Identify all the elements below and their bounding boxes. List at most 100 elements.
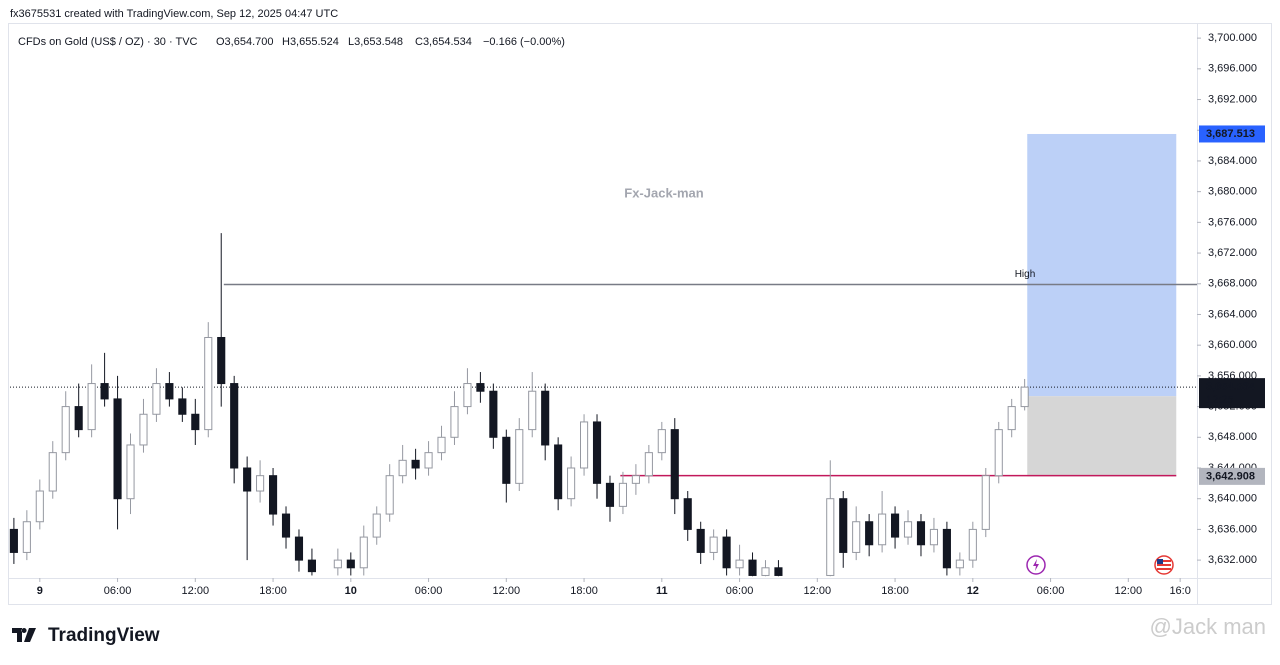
x-tick-label: 06:00 <box>415 585 443 597</box>
candle-body <box>839 498 848 553</box>
candle-body <box>450 406 459 438</box>
ohlc-change: −0.166 (−0.00%) <box>483 36 565 48</box>
candle-body <box>722 536 731 569</box>
y-tick-label: 3,672.000 <box>1208 247 1257 259</box>
y-tick-label: 3,676.000 <box>1208 216 1257 228</box>
candle-body <box>35 490 44 523</box>
candle-body <box>217 336 226 385</box>
candle-body <box>411 459 420 469</box>
plot-area: High <box>9 133 1197 577</box>
y-tick-label: 3,668.000 <box>1208 278 1257 290</box>
candle-body <box>139 413 148 446</box>
x-tick-label: 12 <box>967 585 979 597</box>
candle-body <box>579 421 589 469</box>
y-tick-label: 3,696.000 <box>1208 63 1257 75</box>
last-price-label: 3,654.534 <box>1206 381 1256 393</box>
candle-body <box>515 429 524 484</box>
flag-icon[interactable] <box>1154 555 1174 575</box>
candle-body <box>463 383 472 408</box>
x-tick-label: 12:00 <box>182 585 210 597</box>
candle-body <box>165 383 174 400</box>
candle-body <box>878 513 887 546</box>
y-tick-label: 3,648.000 <box>1208 431 1257 443</box>
candle-body <box>74 406 83 431</box>
candle-body <box>385 475 394 515</box>
x-tick-label: 11 <box>656 585 668 597</box>
x-tick-label: 18:00 <box>259 585 287 597</box>
price-label: 3,687.513 <box>1206 128 1255 140</box>
candle-body <box>631 475 640 484</box>
candle-body <box>152 383 161 415</box>
y-tick-label: 3,692.000 <box>1208 93 1257 105</box>
candle-body <box>346 559 355 569</box>
candle-body <box>670 429 679 500</box>
candle-body <box>592 421 602 484</box>
x-tick-label: 9 <box>37 585 43 597</box>
candle-body <box>942 528 951 569</box>
y-tick-label: 3,684.000 <box>1208 155 1257 167</box>
profit-zone <box>1027 133 1177 397</box>
y-tick-label: 3,636.000 <box>1208 523 1257 535</box>
y-tick-label: 3,664.000 <box>1208 308 1257 320</box>
candle-body <box>605 482 615 507</box>
candle-body <box>761 567 770 576</box>
candle-body <box>826 498 835 576</box>
candle-body <box>1020 386 1029 408</box>
candle-body <box>502 436 511 484</box>
candle-body <box>372 513 381 538</box>
candle-body <box>618 482 628 507</box>
candle-body <box>541 390 550 446</box>
candle-body <box>100 383 109 400</box>
y-tick-label: 3,680.000 <box>1208 186 1257 198</box>
candle-body <box>113 398 122 500</box>
ohlc-high: H3,655.524 <box>282 36 339 48</box>
x-tick-label: 12:00 <box>493 585 521 597</box>
price-label: 3,642.908 <box>1206 470 1255 482</box>
candle-body <box>61 406 70 454</box>
y-tick-label: 3,660.000 <box>1208 339 1257 351</box>
candle-body <box>567 467 576 500</box>
x-tick-label: 12:00 <box>804 585 832 597</box>
candle-body <box>268 475 278 515</box>
candle-body <box>644 452 653 477</box>
x-tick-label: 18:00 <box>881 585 909 597</box>
candle-body <box>359 536 368 569</box>
candle-body <box>929 528 939 546</box>
candle-body <box>955 559 964 569</box>
candle-body <box>294 536 304 561</box>
y-tick-label: 3,640.000 <box>1208 493 1257 505</box>
candle-body <box>9 528 18 553</box>
ohlc-open: O3,654.700 <box>216 36 274 48</box>
loss-zone <box>1027 396 1177 477</box>
y-tick-label: 3,632.000 <box>1208 554 1257 566</box>
candle-body <box>554 444 563 500</box>
candle-body <box>307 559 316 573</box>
frame <box>8 23 1272 605</box>
candle-body <box>256 475 265 492</box>
ohlc-low: L3,653.548 <box>348 36 403 48</box>
candle-body <box>204 336 213 431</box>
candle-body <box>981 475 990 530</box>
candle-body <box>916 521 926 546</box>
candle-body <box>398 459 407 477</box>
candle-body <box>178 398 187 415</box>
x-tick-label: 10 <box>345 585 357 597</box>
candle-body <box>683 498 692 530</box>
event-icon[interactable] <box>1026 555 1046 575</box>
price-label-box <box>1199 125 1265 143</box>
candle-body <box>333 559 342 569</box>
level-label: High <box>1015 269 1036 280</box>
candle-body <box>891 513 900 538</box>
header: fx3675531 created with TradingView.com, … <box>10 8 338 20</box>
candle-body <box>424 452 433 469</box>
candle-body <box>489 390 498 438</box>
candle-body <box>657 429 666 454</box>
last-price-box <box>1199 378 1265 409</box>
brand-logo <box>12 628 36 642</box>
candle-body <box>748 559 757 576</box>
candle-body <box>994 429 1003 477</box>
candle-body <box>48 452 57 492</box>
candle-body <box>903 521 913 538</box>
candle-body <box>968 528 977 561</box>
x-tick-label: 06:00 <box>104 585 132 597</box>
